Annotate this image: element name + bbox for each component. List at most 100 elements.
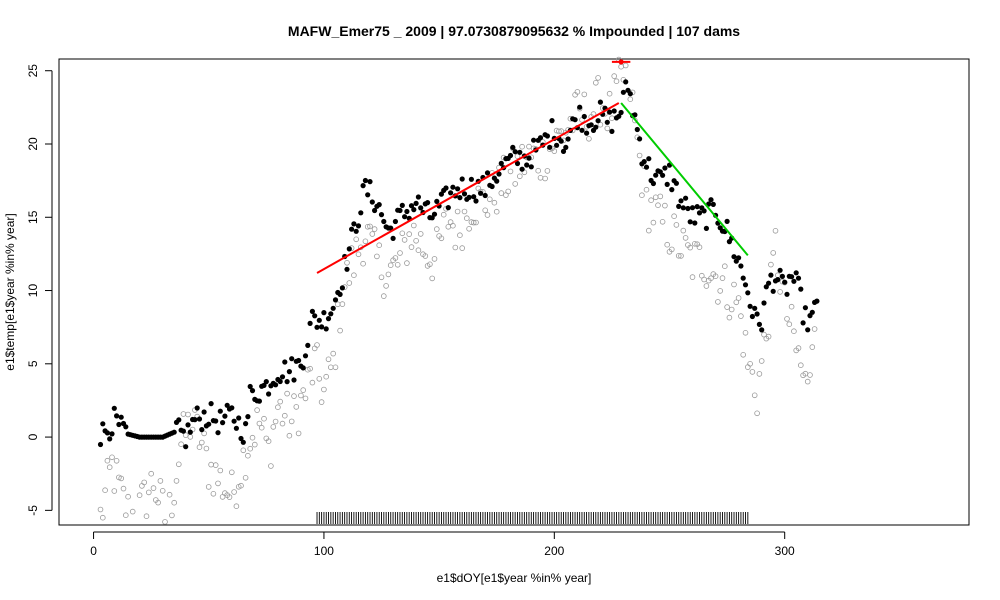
filled-point <box>632 112 638 118</box>
filled-point <box>537 135 544 141</box>
peak-marker-point <box>618 59 624 65</box>
open-point <box>459 245 466 251</box>
open-point <box>809 344 816 350</box>
filled-point <box>277 378 283 385</box>
filled-point <box>731 254 737 260</box>
filled-point <box>104 430 110 436</box>
filled-point <box>749 313 756 320</box>
filled-point <box>694 204 700 210</box>
filled-point <box>217 408 223 414</box>
filled-point <box>171 429 177 435</box>
open-point <box>461 208 468 215</box>
open-point <box>143 513 150 519</box>
open-point <box>772 228 779 234</box>
filled-point <box>185 422 191 428</box>
x-axis: 0 100 200 300 <box>90 531 795 558</box>
open-point <box>288 418 295 425</box>
filled-point <box>740 275 746 281</box>
filled-point <box>496 171 502 177</box>
filled-point <box>623 79 629 85</box>
open-point <box>454 208 461 215</box>
open-point <box>687 244 693 251</box>
filled-point <box>616 113 622 119</box>
filled-point <box>448 190 454 196</box>
open-point <box>337 327 343 334</box>
filled-point <box>752 305 758 311</box>
filled-point <box>309 308 315 314</box>
filled-point <box>662 165 668 171</box>
open-point <box>680 227 687 234</box>
filled-point <box>266 391 272 397</box>
filled-point <box>461 191 468 197</box>
filled-point <box>215 430 221 436</box>
open-point <box>645 227 652 234</box>
open-point <box>129 508 136 515</box>
filled-point <box>425 200 431 206</box>
open-point <box>429 275 436 282</box>
filled-point <box>528 164 534 170</box>
open-point <box>367 223 373 230</box>
open-point <box>595 75 601 81</box>
filled-point <box>314 324 320 330</box>
filled-point <box>284 379 290 385</box>
open-point <box>291 393 297 399</box>
filled-point <box>768 272 774 278</box>
open-point <box>176 461 182 468</box>
filled-point <box>443 185 449 191</box>
open-point <box>613 78 620 84</box>
open-point <box>491 199 498 206</box>
filled-point <box>261 382 267 388</box>
filled-point <box>353 228 359 234</box>
open-point <box>756 371 763 377</box>
open-point <box>788 303 795 310</box>
filled-point <box>588 122 594 128</box>
open-point <box>146 489 152 496</box>
filled-point <box>307 320 313 326</box>
open-point <box>470 219 477 226</box>
filled-point <box>194 405 200 411</box>
x-tick-label: 0 <box>90 544 97 558</box>
filled-point <box>680 205 686 211</box>
filled-point <box>703 225 710 231</box>
open-point <box>401 237 408 243</box>
filled-point <box>761 300 767 306</box>
open-point <box>408 244 415 250</box>
x-tick-label: 200 <box>544 544 564 558</box>
open-point <box>302 395 309 402</box>
filled-point <box>673 180 680 186</box>
open-point <box>252 441 258 448</box>
open-point <box>157 478 164 484</box>
filled-point <box>378 212 385 218</box>
open-point <box>761 331 767 338</box>
open-point <box>639 192 645 199</box>
open-point <box>178 441 184 448</box>
filled-point <box>687 219 693 225</box>
open-point <box>544 168 551 174</box>
filled-point <box>724 218 730 224</box>
open-point <box>622 62 629 69</box>
open-point <box>417 231 424 237</box>
filled-point <box>565 136 571 142</box>
filled-point <box>745 290 751 296</box>
filled-point <box>484 170 491 176</box>
filled-point <box>445 205 451 211</box>
filled-point <box>224 402 230 408</box>
open-point <box>351 272 357 279</box>
open-point <box>433 226 440 232</box>
x-axis-label: e1$dOY[e1$year %in% year] <box>437 571 592 585</box>
filled-point <box>282 359 288 365</box>
filled-point <box>431 211 438 217</box>
open-point <box>279 420 286 427</box>
open-point <box>392 255 399 261</box>
y-axis: -5 0 5 10 15 20 25 <box>26 64 53 516</box>
open-point <box>353 236 360 243</box>
open-point <box>387 262 394 269</box>
open-point <box>486 196 493 203</box>
open-point <box>715 299 721 305</box>
filled-point <box>411 207 417 213</box>
open-point <box>148 470 155 477</box>
open-point <box>171 499 178 506</box>
filled-point <box>678 198 684 204</box>
filled-point <box>206 421 212 427</box>
filled-point <box>802 305 809 311</box>
